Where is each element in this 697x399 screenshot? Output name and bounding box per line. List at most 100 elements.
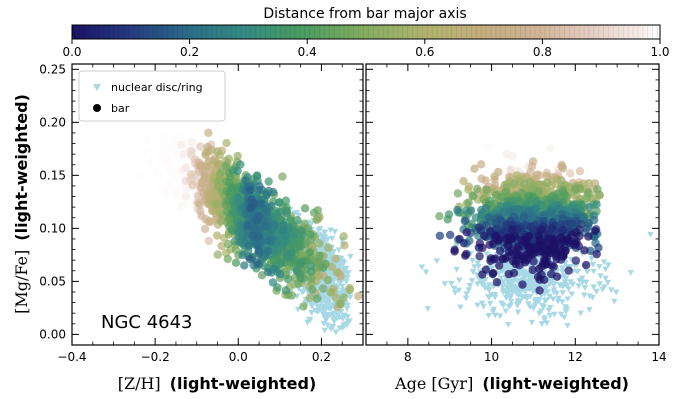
nuclear-disc-point (577, 310, 584, 317)
nuclear-disc-point (497, 275, 505, 282)
bar-point (528, 157, 538, 166)
bar-point (546, 144, 555, 153)
right-axis-ticks: 8 10 12 14 (365, 64, 667, 364)
bar-point (484, 213, 494, 222)
nuclear-disc-point (469, 268, 476, 275)
nuclear-disc-point (456, 277, 463, 284)
bar-point (479, 231, 489, 241)
bar-point (309, 208, 319, 217)
x-tick-label: 10 (484, 350, 499, 364)
bar-point (535, 275, 544, 284)
nuclear-disc-point (604, 279, 612, 286)
nuclear-disc-point (579, 279, 586, 286)
bar-point (506, 165, 515, 174)
bar-point (264, 236, 273, 246)
y-tick-label: 0.20 (39, 115, 66, 129)
nuclear-disc-point (343, 306, 351, 312)
bar-point (564, 266, 573, 275)
legend-box (78, 70, 226, 122)
bar-point (593, 185, 602, 194)
left-panel: 0.00 0.05 0.10 0.15 0.20 0.25 −0.4 −0.2 0.0 0.2 n… (39, 62, 364, 393)
bar-point (268, 278, 278, 287)
bar-point (247, 195, 256, 204)
bar-point (307, 285, 317, 294)
nuclear-disc-point (586, 307, 593, 313)
nuclear-disc-point (342, 267, 349, 274)
nuclear-disc-point (559, 299, 566, 306)
bar-point (281, 196, 291, 205)
bar-point (514, 196, 523, 205)
nuclear-disc-point (532, 284, 539, 291)
colorbar-tick-label: 0.0 (62, 45, 81, 59)
nuclear-disc-point (581, 285, 589, 291)
nuclear-disc-point (564, 323, 571, 329)
bar-point (558, 225, 567, 235)
x-tick-label: −0.4 (57, 350, 86, 364)
nuclear-disc-point (525, 301, 532, 308)
nuclear-disc-point (596, 264, 603, 270)
nuclear-disc-point (534, 298, 541, 305)
nuclear-disc-point (324, 304, 331, 310)
nuclear-disc-point (320, 304, 327, 310)
nuclear-disc-point (605, 262, 612, 269)
bar-point (483, 141, 493, 150)
bar-point (362, 268, 363, 270)
bar-point (257, 185, 267, 194)
nuclear-disc-point (463, 291, 470, 298)
nuclear-disc-point (613, 289, 620, 296)
nuclear-disc-point (422, 269, 430, 276)
bar-point (177, 202, 186, 211)
bar-point (315, 251, 325, 260)
nuclear-disc-point (341, 312, 348, 319)
bar-point (507, 225, 517, 235)
bar-point (231, 258, 241, 267)
nuclear-disc-point (589, 261, 597, 268)
nuclear-disc-point (647, 231, 654, 238)
nuclear-disc-point (452, 290, 459, 296)
nuclear-disc-point (333, 315, 341, 322)
nuclear-disc-point (557, 311, 565, 318)
bar-point (163, 189, 172, 198)
bar-point (542, 256, 551, 266)
x-tick-label: 12 (568, 350, 583, 364)
nuclear-disc-point (483, 251, 490, 258)
x-tick-label: 0.0 (229, 350, 248, 364)
nuclear-disc-point (499, 284, 507, 290)
bar-point (296, 259, 306, 268)
nuclear-disc-point (549, 296, 557, 303)
bar-point (262, 191, 271, 200)
nuclear-disc-point (331, 229, 339, 235)
colorbar: Distance from bar major axis 0.0 0.2 0.4 0.… (62, 6, 669, 59)
x-tick-label: 8 (404, 350, 412, 364)
bar-point (150, 167, 160, 177)
bar-point (263, 246, 273, 255)
nuclear-disc-point (608, 287, 615, 294)
bar-point (268, 187, 278, 197)
nuclear-disc-point (455, 287, 462, 294)
bar-point (336, 299, 346, 309)
nuclear-disc-point (321, 234, 329, 241)
nuclear-disc-point (322, 316, 329, 323)
nuclear-disc-point (501, 263, 509, 269)
bar-point (493, 236, 503, 245)
bar-point (171, 145, 180, 154)
bar-point (490, 172, 499, 181)
nuclear-disc-point (588, 256, 595, 262)
bar-point (475, 252, 484, 261)
bar-point (313, 294, 322, 303)
bar-point (502, 149, 511, 159)
bar-point (212, 199, 222, 208)
bar-point (460, 216, 470, 226)
bar-point (187, 147, 197, 156)
bar-point (215, 150, 224, 160)
bar-point (181, 192, 190, 201)
colorbar-tick-label: 0.2 (180, 45, 199, 59)
bar-point (544, 234, 553, 243)
bar-point (275, 198, 284, 207)
nuclear-disc-point (543, 320, 550, 327)
bar-point (172, 189, 181, 199)
bar-point (243, 220, 253, 229)
bar-point (299, 302, 308, 311)
nuclear-disc-point (453, 243, 460, 249)
bar-point (478, 243, 487, 253)
